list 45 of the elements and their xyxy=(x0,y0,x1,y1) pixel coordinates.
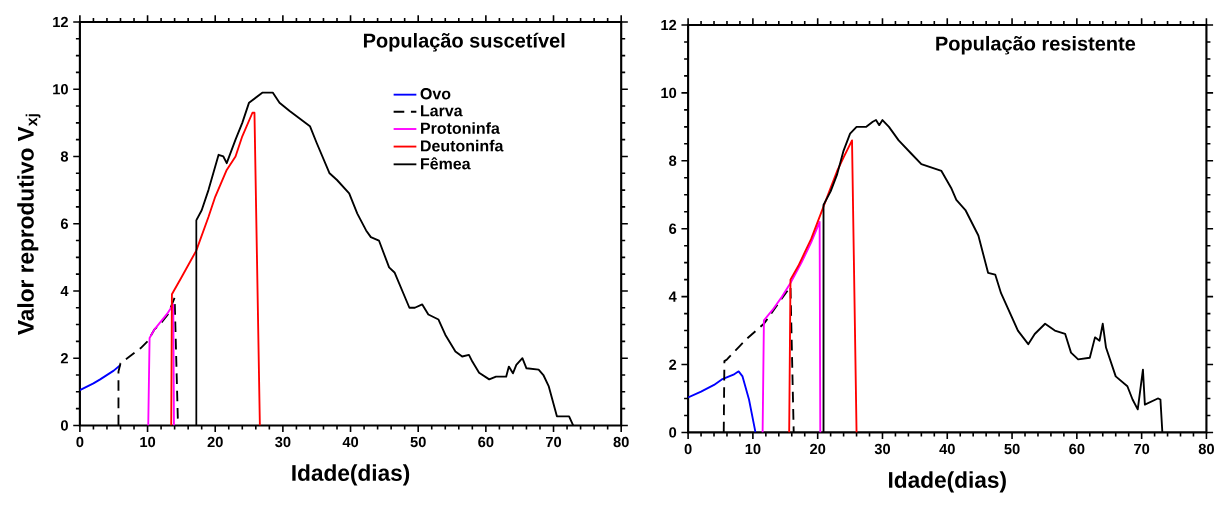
x-tick-label: 60 xyxy=(1069,443,1085,455)
text: População resistente xyxy=(936,35,1136,55)
y-tick-label: 6 xyxy=(60,218,69,229)
y-tick-label: 12 xyxy=(53,16,68,27)
y-tick-label: 2 xyxy=(60,352,68,364)
x-tick-label: 70 xyxy=(1134,443,1150,455)
x-tick-label: 30 xyxy=(874,443,891,455)
x-tick-label: 60 xyxy=(478,436,494,448)
y-tick-label: 12 xyxy=(661,19,677,30)
x-tick-label: 10 xyxy=(745,443,761,455)
x-tick-label: 40 xyxy=(939,443,955,455)
line-series xyxy=(170,111,261,426)
legend-label: Larva xyxy=(421,105,463,117)
x-tick-label: 40 xyxy=(342,436,359,448)
y-tick-label: 4 xyxy=(668,291,677,302)
x-tick-label: 50 xyxy=(410,436,426,448)
x-tick-label: 80 xyxy=(613,436,629,448)
x-tick-label: 50 xyxy=(1004,443,1020,455)
x-tick-label: 80 xyxy=(1198,443,1214,455)
legend-label: Ovo xyxy=(420,87,451,100)
y-tick-label: 8 xyxy=(669,155,677,166)
y-tick-label: 8 xyxy=(60,151,69,162)
y-axis-title: Valor reprodutivo V$_{xj}$ xyxy=(17,113,41,335)
y-tick-label: 2 xyxy=(669,359,677,370)
x-tick-label: 0 xyxy=(684,443,692,455)
legend-label: Fêmea xyxy=(421,157,471,170)
y-tick-label: 6 xyxy=(669,223,677,234)
x-axis-title: Idade(dias) xyxy=(292,464,410,486)
x-tick-label: 0 xyxy=(76,436,84,448)
x-tick-label: 20 xyxy=(207,436,223,448)
line-series xyxy=(688,370,757,433)
legend-label: Protoninfa xyxy=(421,122,500,134)
line-series xyxy=(761,220,822,433)
y-tick-label: 0 xyxy=(60,420,68,431)
legend-label: Deutoninfa xyxy=(421,139,504,152)
x-tick-label: 10 xyxy=(140,436,156,448)
x-axis-title: Idade(dias) xyxy=(889,471,1006,493)
y-tick-label: 0 xyxy=(669,427,677,438)
y-tick-label: 4 xyxy=(60,285,69,296)
text: População suscetível xyxy=(363,32,565,52)
x-tick-label: 70 xyxy=(546,436,562,448)
x-tick-label: 30 xyxy=(275,436,291,448)
y-tick-label: 10 xyxy=(53,83,68,95)
y-tick-label: 10 xyxy=(661,87,677,98)
x-tick-label: 20 xyxy=(810,443,826,455)
